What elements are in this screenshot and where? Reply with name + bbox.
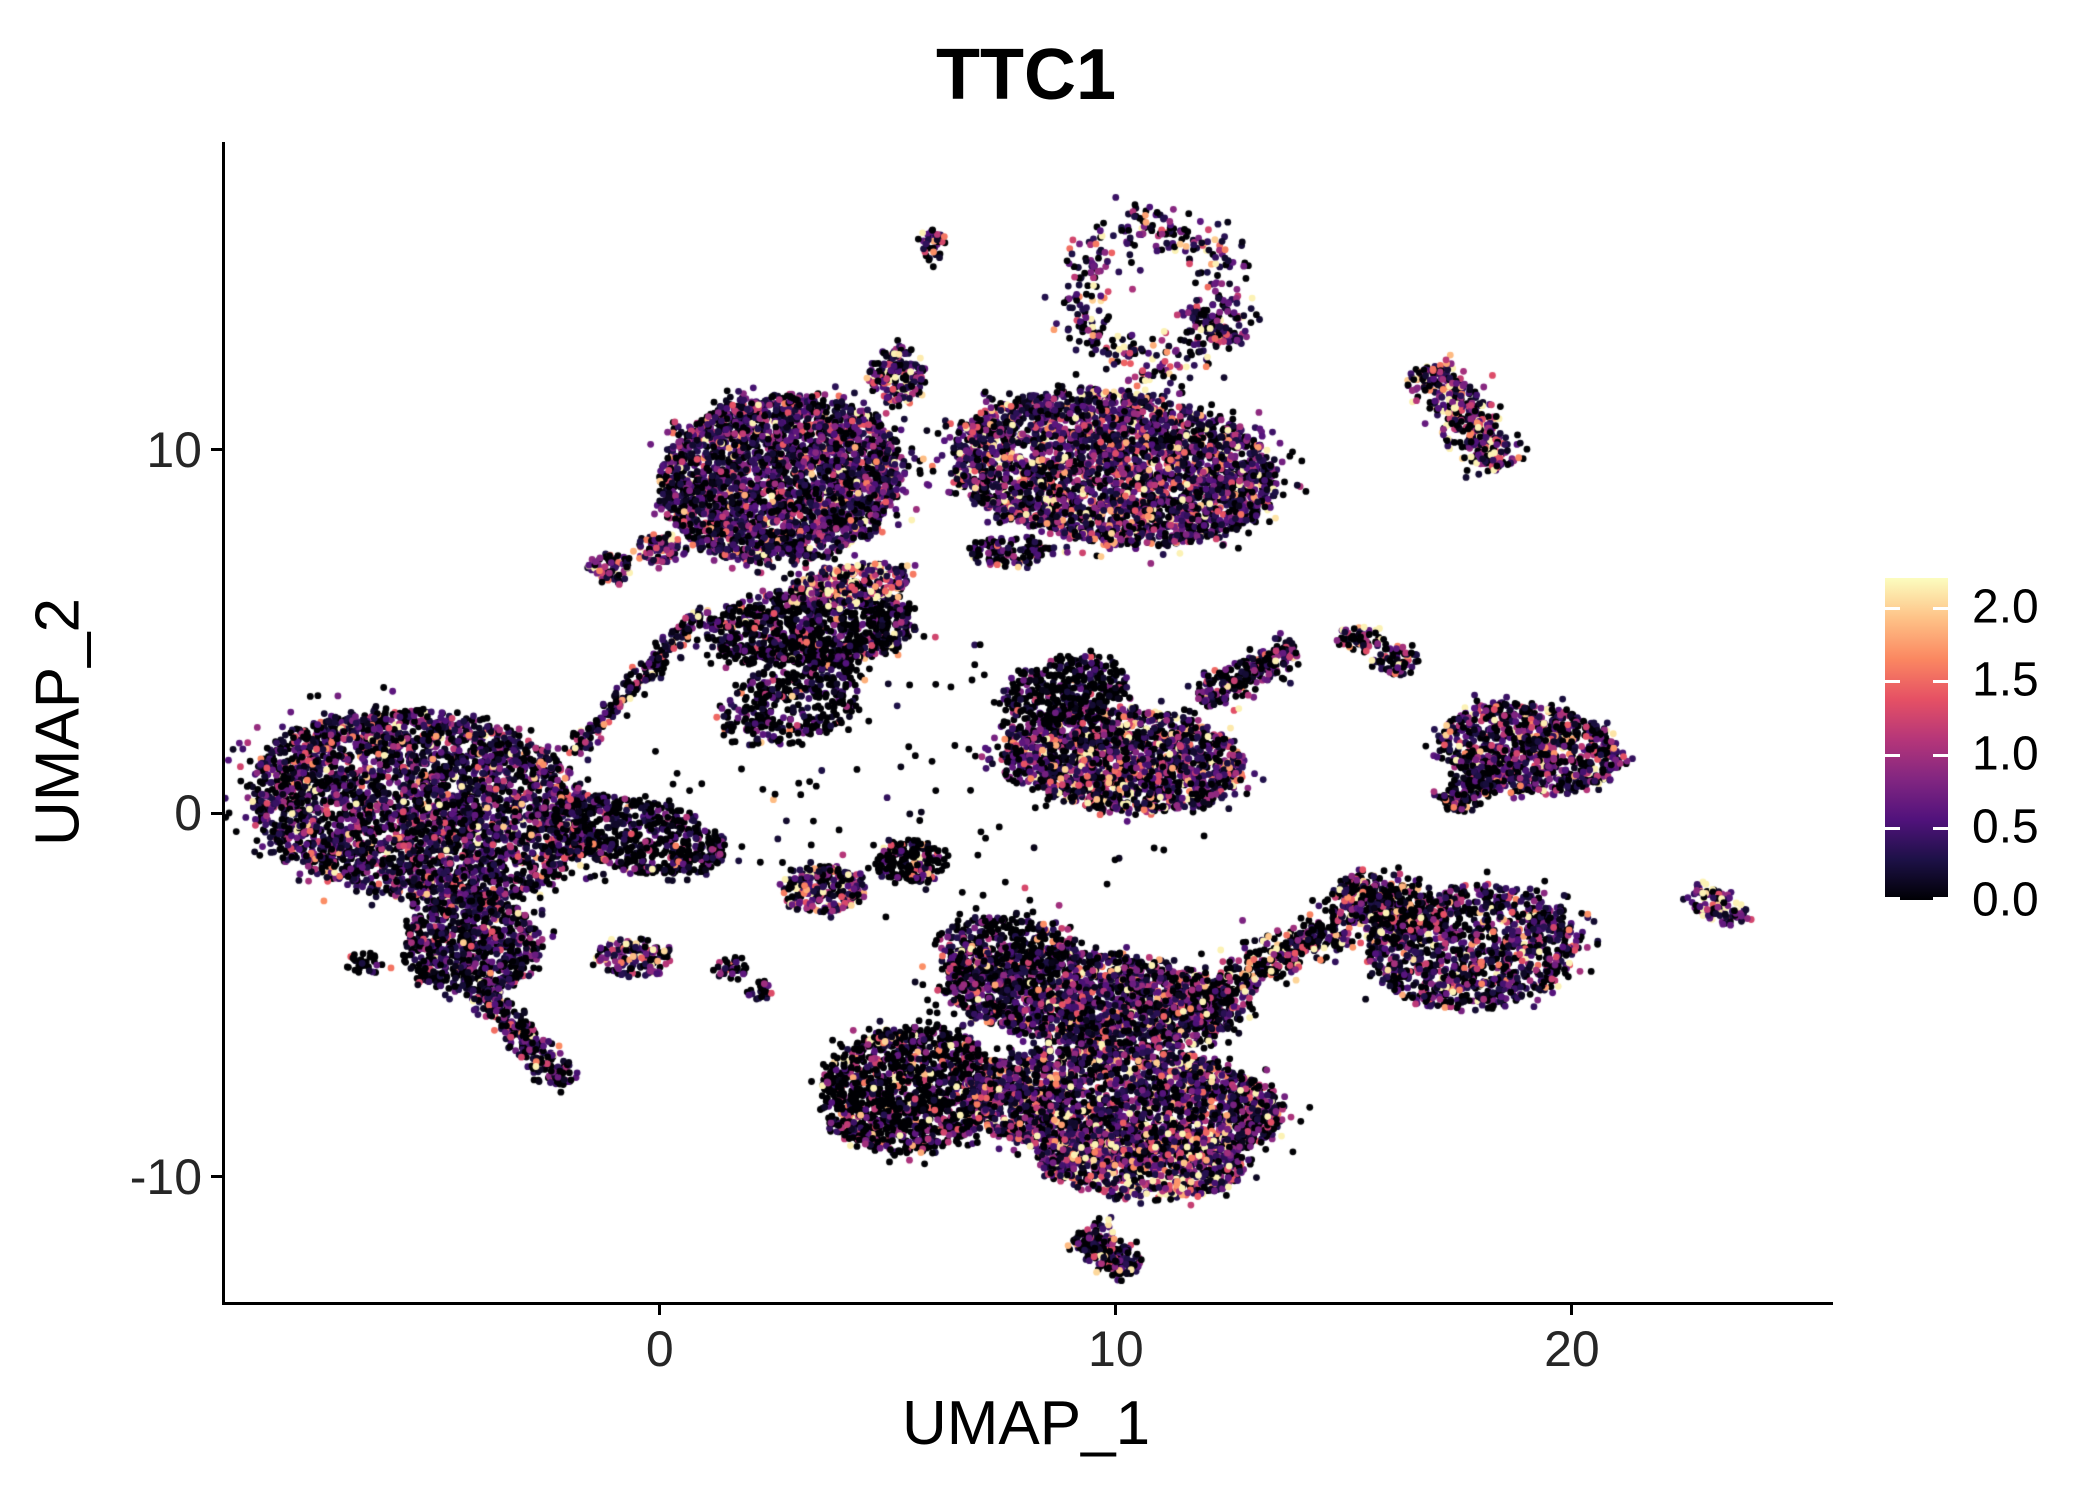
x-tick-label: 0 (645, 1321, 674, 1377)
x-tick-label: 10 (1088, 1321, 1144, 1377)
y-tick-label: 0 (174, 785, 202, 842)
colorbar-tick-mark (1885, 680, 1900, 684)
colorbar-tick-mark (1933, 680, 1948, 684)
colorbar-tick-label: 1.5 (1972, 653, 2039, 707)
colorbar-tick-label: 0.5 (1972, 800, 2039, 854)
y-tick-label: 10 (146, 421, 202, 478)
colorbar-tick-label: 2.0 (1972, 580, 2039, 634)
colorbar-tick-mark (1885, 897, 1900, 900)
y-tick-label: -10 (129, 1148, 202, 1205)
colorbar-tick-mark (1933, 826, 1948, 830)
colorbar-gradient (1885, 578, 1948, 900)
x-tick-mark (658, 1304, 662, 1315)
colorbar-tick-label: 0.0 (1972, 873, 2039, 927)
y-tick-mark (211, 811, 222, 815)
colorbar-tick-mark (1933, 607, 1948, 611)
x-tick-label: 20 (1544, 1321, 1600, 1377)
colorbar-tick-mark (1933, 897, 1948, 900)
y-tick-mark (211, 448, 222, 452)
colorbar-tick-mark (1885, 826, 1900, 830)
scatter-points-canvas (225, 142, 1833, 1302)
colorbar-tick-mark (1933, 753, 1948, 757)
colorbar-tick-mark (1885, 607, 1900, 611)
plot-title: TTC1 (936, 35, 1116, 115)
x-tick-mark (1570, 1304, 1574, 1315)
colorbar-tick-label: 1.0 (1972, 727, 2039, 781)
colorbar-tick-mark (1885, 753, 1900, 757)
x-tick-mark (1114, 1304, 1118, 1315)
x-axis-title: UMAP_1 (901, 1389, 1151, 1458)
y-axis-title: UMAP_2 (23, 597, 93, 847)
y-tick-mark (211, 1175, 222, 1179)
plot-panel (222, 142, 1833, 1305)
